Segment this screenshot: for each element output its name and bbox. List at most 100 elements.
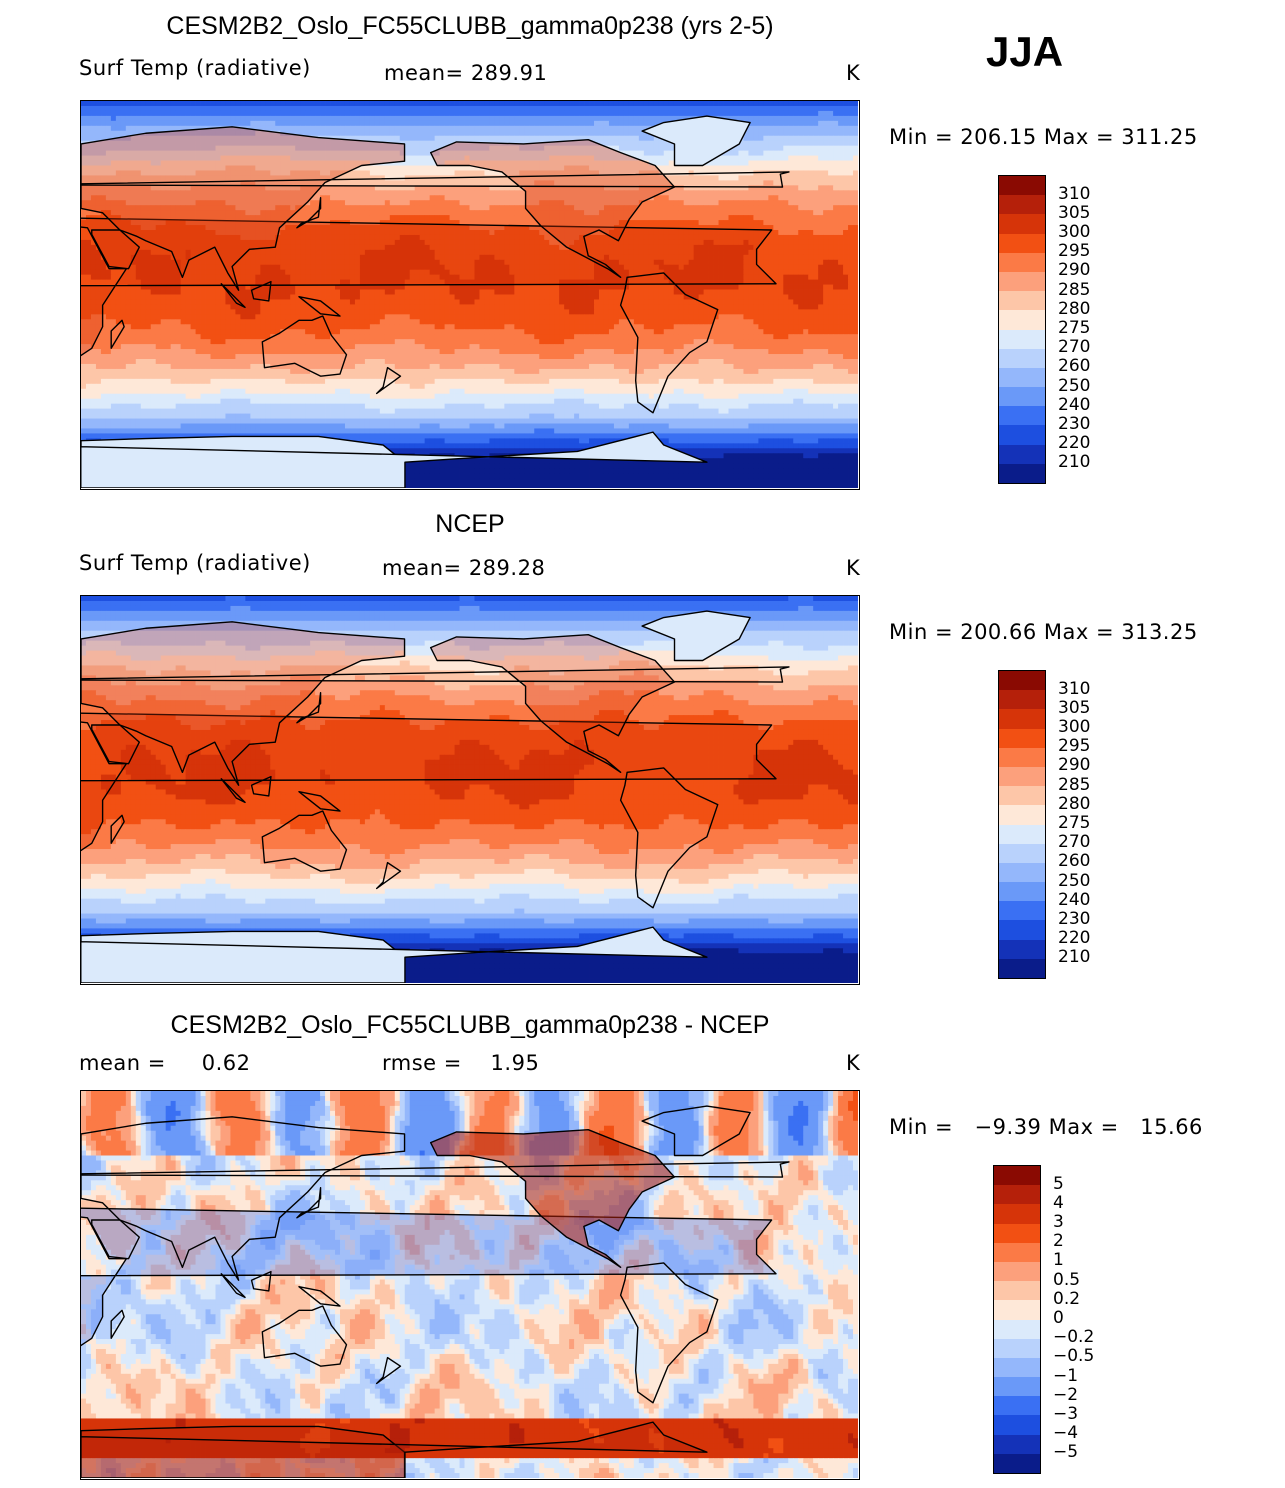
colorbar-swatch [994, 1338, 1040, 1358]
panel-1-colorbar [998, 175, 1046, 484]
colorbar-tick-label: 300 [1058, 719, 1090, 736]
colorbar-swatch [999, 939, 1045, 959]
colorbar-tick-label: 295 [1058, 738, 1090, 755]
field-contours [81, 1091, 858, 1478]
colorbar-tick-label: −2 [1053, 1386, 1078, 1404]
colorbar-tick-label: 295 [1058, 243, 1090, 260]
colorbar-tick-label: 280 [1058, 795, 1090, 813]
colorbar-swatch [999, 728, 1045, 748]
colorbar-swatch [999, 824, 1045, 844]
colorbar-tick-label: 210 [1058, 949, 1090, 966]
colorbar-swatch [999, 348, 1045, 368]
colorbar-swatch [999, 329, 1045, 349]
colorbar-swatch [999, 291, 1045, 311]
panel-3-mean-label: mean = 0.62 [79, 1051, 250, 1075]
panel-3-units-label: K [846, 1051, 860, 1075]
colorbar-swatch [994, 1166, 1040, 1186]
field-contours [81, 596, 858, 983]
colorbar-tick-label: 260 [1058, 853, 1090, 870]
panel-3-rmse-label: rmse = 1.95 [382, 1051, 539, 1075]
colorbar-swatch [999, 214, 1045, 234]
panel-1-title: CESM2B2_Oslo_FC55CLUBB_gamma0p238 (yrs 2… [0, 12, 940, 41]
colorbar-tick-label: −0.5 [1053, 1348, 1094, 1365]
panel-1-mean-label: mean= 289.91 [384, 61, 547, 85]
continent-outlines [81, 610, 790, 983]
panel-3-title: CESM2B2_Oslo_FC55CLUBB_gamma0p238 - NCEP [0, 1011, 940, 1040]
colorbar-tick-label: 280 [1058, 300, 1090, 318]
colorbar-swatch [994, 1319, 1040, 1339]
colorbar-swatch [994, 1242, 1040, 1262]
colorbar-swatch [999, 786, 1045, 806]
colorbar-swatch [994, 1281, 1040, 1301]
colorbar-swatch [994, 1434, 1040, 1454]
panel-2-colorbar [998, 670, 1046, 979]
panel-2-units-label: K [846, 556, 860, 580]
colorbar-tick-label: 230 [1058, 415, 1090, 433]
colorbar-tick-label: 285 [1058, 281, 1090, 299]
colorbar-swatch [999, 195, 1045, 215]
colorbar-tick-label: 260 [1058, 358, 1090, 375]
colorbar-tick-label: 310 [1058, 185, 1090, 203]
colorbar-swatch [994, 1415, 1040, 1435]
field-contours [81, 101, 858, 488]
colorbar-swatch [999, 901, 1045, 921]
colorbar-swatch [994, 1377, 1040, 1397]
colorbar-tick-label: 220 [1058, 930, 1090, 947]
colorbar-swatch [999, 843, 1045, 863]
colorbar-swatch [999, 233, 1045, 253]
colorbar-tick-label: 0.5 [1053, 1271, 1080, 1289]
colorbar-tick-label: 285 [1058, 776, 1090, 794]
colorbar-tick-label: 220 [1058, 435, 1090, 452]
colorbar-tick-label: 3 [1053, 1214, 1064, 1231]
colorbar-tick-label: 270 [1058, 339, 1090, 356]
colorbar-swatch [999, 463, 1045, 483]
colorbar-tick-label: 0 [1053, 1310, 1064, 1327]
colorbar-swatch [994, 1396, 1040, 1416]
colorbar-tick-label: 230 [1058, 910, 1090, 928]
panel-2-mean-label: mean= 289.28 [382, 556, 545, 580]
colorbar-tick-label: 250 [1058, 872, 1090, 890]
colorbar-swatch [999, 406, 1045, 426]
colorbar-tick-label: 2 [1053, 1233, 1064, 1250]
colorbar-swatch [999, 671, 1045, 691]
colorbar-swatch [994, 1204, 1040, 1224]
colorbar-swatch [999, 862, 1045, 883]
panel-1-units-label: K [846, 61, 860, 85]
colorbar-tick-label: 4 [1053, 1194, 1064, 1212]
colorbar-swatch [994, 1261, 1040, 1282]
colorbar-swatch [994, 1453, 1040, 1473]
panel-2-minmax-label: Min = 200.66 Max = 313.25 [889, 620, 1198, 644]
colorbar-tick-label: 240 [1058, 891, 1090, 909]
colorbar-tick-label: 250 [1058, 377, 1090, 395]
colorbar-swatch [994, 1300, 1040, 1320]
colorbar-swatch [999, 444, 1045, 464]
colorbar-tick-label: 0.2 [1053, 1290, 1080, 1308]
panel-3-colorbar [993, 1165, 1041, 1474]
colorbar-tick-label: 1 [1053, 1252, 1064, 1269]
colorbar-swatch [999, 958, 1045, 978]
colorbar-tick-label: 270 [1058, 834, 1090, 851]
colorbar-tick-label: 310 [1058, 680, 1090, 698]
colorbar-swatch [999, 690, 1045, 710]
colorbar-swatch [994, 1357, 1040, 1378]
panel-3-map [80, 1090, 860, 1480]
panel-3-minmax-label: Min = −9.39 Max = 15.66 [889, 1115, 1203, 1139]
colorbar-tick-label: 275 [1058, 815, 1090, 832]
colorbar-swatch [999, 252, 1045, 272]
colorbar-tick-label: 240 [1058, 396, 1090, 414]
colorbar-swatch [994, 1185, 1040, 1205]
colorbar-swatch [999, 176, 1045, 196]
panel-2-map [80, 595, 860, 985]
colorbar-tick-label: 275 [1058, 320, 1090, 337]
panel-1-variable-label: Surf Temp (radiative) [79, 56, 311, 80]
colorbar-swatch [999, 709, 1045, 729]
colorbar-swatch [999, 882, 1045, 902]
colorbar-tick-label: −5 [1053, 1444, 1078, 1461]
colorbar-swatch [994, 1223, 1040, 1243]
continent-outlines [81, 1105, 790, 1478]
panel-1-minmax-label: Min = 206.15 Max = 311.25 [889, 125, 1198, 149]
colorbar-swatch [999, 425, 1045, 445]
colorbar-tick-label: 290 [1058, 262, 1090, 279]
colorbar-tick-label: −1 [1053, 1367, 1078, 1385]
colorbar-swatch [999, 367, 1045, 388]
